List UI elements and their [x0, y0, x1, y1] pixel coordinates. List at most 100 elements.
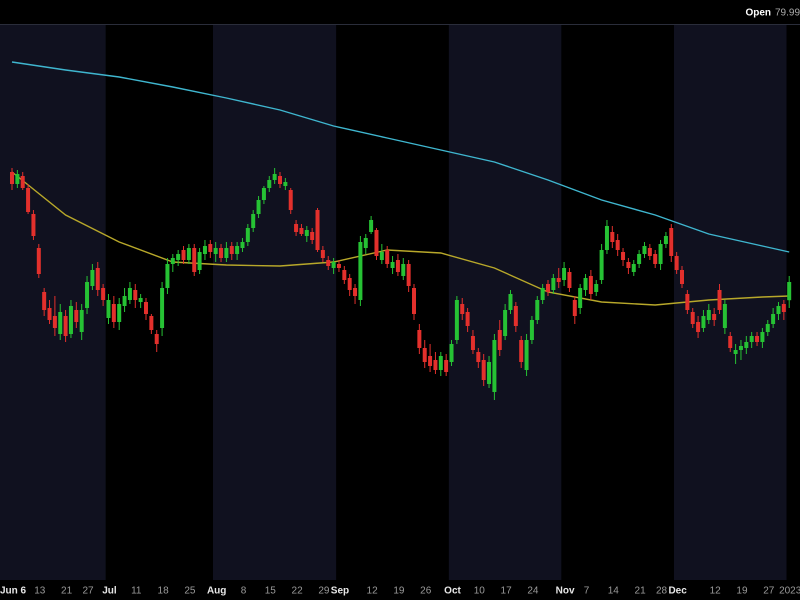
x-tick-label: 24	[527, 586, 539, 597]
candle-body	[160, 288, 165, 328]
candle-body	[621, 252, 626, 260]
candle-body	[245, 228, 250, 242]
candle-body	[567, 272, 572, 288]
candle-body	[454, 300, 459, 340]
candle-body	[288, 190, 293, 210]
candle-body	[535, 300, 540, 320]
candle-body	[374, 230, 379, 256]
candle-body	[465, 312, 470, 326]
candle-body	[706, 310, 711, 320]
x-tick-label: 21	[61, 586, 73, 597]
candle-body	[487, 362, 492, 384]
candle-body	[604, 226, 609, 250]
candle-body	[170, 258, 175, 264]
candle-body	[68, 306, 73, 334]
candle-body	[186, 248, 191, 260]
candle-body	[412, 288, 416, 314]
candle-body	[653, 254, 658, 264]
month-band	[0, 25, 106, 580]
candle-body	[26, 188, 31, 212]
candle-body	[320, 250, 325, 258]
candle-body	[401, 264, 406, 276]
candle-body	[85, 282, 90, 308]
candle-body	[229, 246, 234, 254]
candle-body	[79, 310, 84, 332]
candle-body	[310, 232, 315, 240]
candle-body	[379, 252, 384, 260]
x-tick-label: 17	[501, 586, 513, 597]
candle-body	[363, 238, 368, 248]
header-value: 79.99	[775, 8, 800, 19]
x-tick-label: 10	[474, 586, 486, 597]
candle-body	[197, 252, 202, 270]
candle-body	[658, 244, 663, 264]
x-tick-label: 19	[393, 586, 405, 597]
candle-body	[781, 304, 786, 312]
candle-body	[10, 172, 14, 184]
month-band	[448, 25, 562, 580]
candle-body	[42, 292, 47, 310]
candle-body	[144, 302, 148, 314]
candle-body	[433, 360, 438, 370]
candle-body	[556, 278, 561, 282]
x-tick-label: 28	[656, 586, 668, 597]
x-tick-label: 12	[710, 586, 722, 597]
candle-body	[261, 188, 266, 200]
candle-body	[738, 346, 743, 350]
candle-body	[470, 336, 475, 350]
candle-body	[755, 336, 760, 342]
candle-body	[90, 270, 95, 286]
x-tick-label: 25	[184, 586, 196, 597]
candle-body	[572, 300, 577, 316]
candle-body	[513, 306, 518, 326]
candle-body	[224, 248, 229, 258]
candle-body	[787, 282, 792, 301]
x-tick-label: 19	[736, 586, 748, 597]
candle-body	[192, 248, 197, 272]
candle-body	[744, 342, 749, 348]
candle-body	[353, 288, 358, 296]
month-band	[105, 25, 213, 580]
candle-body	[669, 228, 674, 256]
candle-body	[347, 278, 352, 290]
candle-body	[444, 360, 449, 372]
candle-body	[165, 264, 170, 288]
candle-body	[176, 254, 181, 260]
candle-body	[267, 180, 272, 188]
candle-body	[449, 344, 454, 362]
candle-body	[578, 288, 583, 308]
candle-body	[385, 250, 390, 264]
x-tick-label: 22	[292, 586, 304, 597]
candle-body	[240, 242, 245, 248]
candle-body	[101, 288, 106, 300]
candle-body	[111, 304, 116, 322]
candle-body	[529, 320, 534, 340]
candle-body	[701, 316, 706, 328]
candle-body	[20, 176, 25, 188]
x-tick-label: 13	[34, 586, 46, 597]
month-band	[786, 25, 800, 580]
candle-body	[717, 290, 722, 310]
candle-body	[728, 336, 733, 348]
candle-body	[519, 340, 524, 362]
candle-body	[626, 262, 631, 268]
candle-body	[256, 200, 261, 214]
candle-body	[235, 246, 240, 254]
header-label: Open	[745, 8, 771, 19]
x-tick-label: 15	[265, 586, 277, 597]
x-tick-label: 2023	[779, 586, 800, 597]
candle-body	[406, 264, 411, 286]
x-tick-label: Oct	[444, 586, 461, 597]
candle-body	[154, 334, 159, 344]
candle-body	[390, 262, 395, 268]
candle-body	[122, 296, 127, 306]
candle-body	[663, 236, 668, 244]
candle-body	[476, 352, 481, 362]
candle-body	[208, 244, 213, 252]
x-tick-label: Dec	[668, 586, 687, 597]
candle-body	[610, 232, 615, 242]
candle-body	[326, 260, 331, 266]
candle-body	[631, 264, 636, 272]
